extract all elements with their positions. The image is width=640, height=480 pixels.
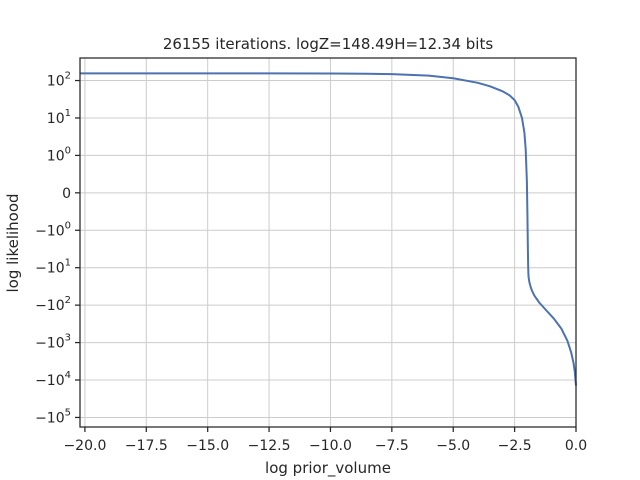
y-axis-label: log likelihood bbox=[4, 193, 22, 292]
tick-marks bbox=[75, 79, 577, 432]
x-tick-label-7: −2.5 bbox=[498, 438, 532, 454]
y-tick-label-5: −101 bbox=[35, 258, 71, 277]
series-line bbox=[80, 72, 577, 386]
y-tick-label-2: 100 bbox=[47, 145, 71, 164]
x-axis-label: log prior_volume bbox=[265, 459, 391, 478]
y-tick-label-8: −104 bbox=[35, 370, 71, 389]
x-tick-label-5: −7.5 bbox=[375, 438, 409, 454]
y-tick-label-6: −102 bbox=[35, 295, 71, 314]
x-tick-label-8: 0.0 bbox=[565, 438, 587, 454]
x-tick-label-0: −20.0 bbox=[63, 438, 106, 454]
x-tick-label-1: −17.5 bbox=[125, 438, 168, 454]
plot-frame bbox=[79, 57, 577, 428]
grid-lines bbox=[80, 58, 577, 427]
chart-title: 26155 iterations. logZ=148.49H=12.34 bit… bbox=[163, 35, 494, 53]
y-tick-label-3: 0 bbox=[62, 186, 71, 202]
x-tick-label-2: −15.0 bbox=[186, 438, 229, 454]
x-tick-labels: −20.0 −17.5 −15.0 −12.5 −10.0 −7.5 −5.0 −2.5 0.0 bbox=[63, 438, 587, 454]
y-tick-labels: 102 101 100 0 −100 −101 −102 −103 −104 −105 bbox=[35, 71, 71, 427]
x-tick-label-6: −5.0 bbox=[436, 438, 470, 454]
y-tick-label-7: −103 bbox=[35, 333, 71, 352]
y-tick-label-1: 101 bbox=[47, 108, 71, 127]
y-tick-label-0: 102 bbox=[47, 71, 71, 90]
y-tick-label-4: −100 bbox=[35, 220, 71, 239]
x-tick-label-4: −10.0 bbox=[309, 438, 352, 454]
y-tick-label-9: −105 bbox=[35, 407, 71, 426]
x-tick-label-3: −12.5 bbox=[248, 438, 291, 454]
